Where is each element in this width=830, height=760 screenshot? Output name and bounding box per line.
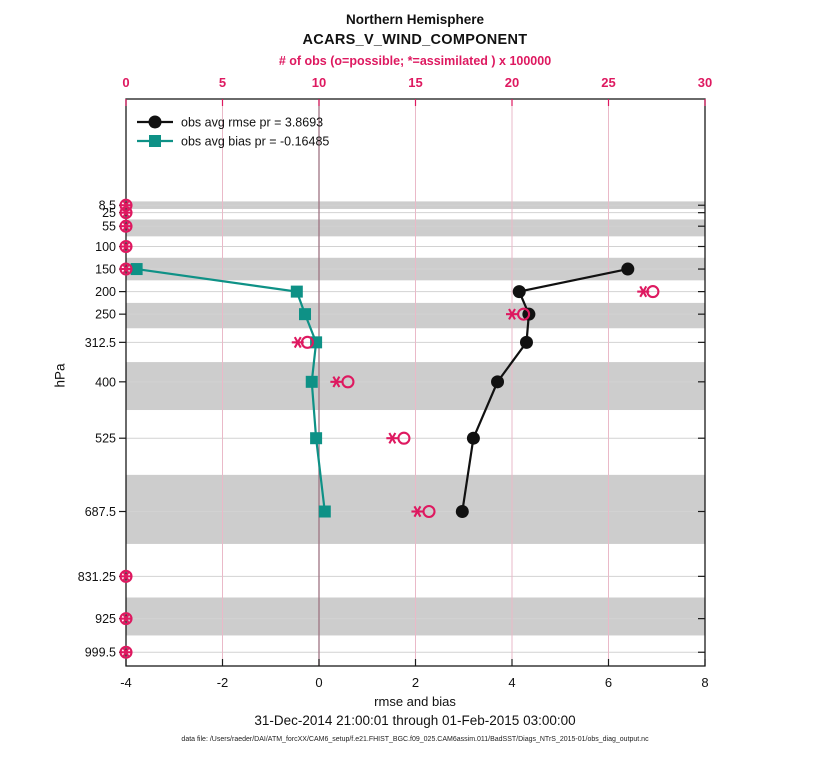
legend: obs avg rmse pr = 3.8693 obs avg bias pr … xyxy=(137,115,329,149)
svg-text:200: 200 xyxy=(95,285,116,299)
date-range-label: 31-Dec-2014 21:00:01 through 01-Feb-2015… xyxy=(254,713,576,728)
svg-text:0: 0 xyxy=(315,675,322,690)
svg-text:687.5: 687.5 xyxy=(85,505,116,519)
top-tick-labels: 0 5 10 15 20 25 30 xyxy=(122,75,712,90)
svg-text:312.5: 312.5 xyxy=(85,336,116,350)
obs-count-markers xyxy=(119,198,660,659)
svg-text:999.5: 999.5 xyxy=(85,646,116,660)
svg-text:5: 5 xyxy=(219,75,226,90)
svg-text:10: 10 xyxy=(312,75,326,90)
svg-text:8.5: 8.5 xyxy=(99,199,116,213)
svg-text:8: 8 xyxy=(701,675,708,690)
svg-text:925: 925 xyxy=(95,612,116,626)
obs-count-axis-label: # of obs (o=possible; *=assimilated ) x … xyxy=(278,54,552,68)
svg-text:30: 30 xyxy=(698,75,712,90)
y-axis-label: hPa xyxy=(52,363,68,388)
svg-text:-2: -2 xyxy=(217,675,229,690)
svg-text:400: 400 xyxy=(95,375,116,389)
svg-text:525: 525 xyxy=(95,432,116,446)
svg-text:150: 150 xyxy=(95,263,116,277)
svg-text:25: 25 xyxy=(102,206,116,220)
svg-text:20: 20 xyxy=(505,75,519,90)
chart-subtitle: ACARS_V_WIND_COMPONENT xyxy=(302,32,528,48)
svg-text:250: 250 xyxy=(95,308,116,322)
x-tick-labels: -4 -2 0 2 4 6 8 xyxy=(120,675,708,690)
svg-text:15: 15 xyxy=(408,75,422,90)
data-file-label: data file: /Users/raeder/DAI/ATM_forcXX/… xyxy=(181,736,649,743)
svg-text:0: 0 xyxy=(122,75,129,90)
bias-series xyxy=(130,263,331,518)
svg-text:25: 25 xyxy=(601,75,615,90)
legend-bias-label: obs avg bias pr = -0.16485 xyxy=(181,135,329,149)
svg-text:2: 2 xyxy=(412,675,419,690)
chart-title: Northern Hemisphere xyxy=(345,12,485,27)
svg-text:55: 55 xyxy=(102,220,116,234)
rmse-series xyxy=(455,262,635,519)
svg-text:-4: -4 xyxy=(120,675,132,690)
svg-text:6: 6 xyxy=(605,675,612,690)
svg-text:100: 100 xyxy=(95,240,116,254)
legend-rmse-label: obs avg rmse pr = 3.8693 xyxy=(181,116,323,130)
svg-text:4: 4 xyxy=(508,675,515,690)
x-axis-label: rmse and bias xyxy=(374,694,456,709)
svg-text:831.25: 831.25 xyxy=(78,570,116,584)
